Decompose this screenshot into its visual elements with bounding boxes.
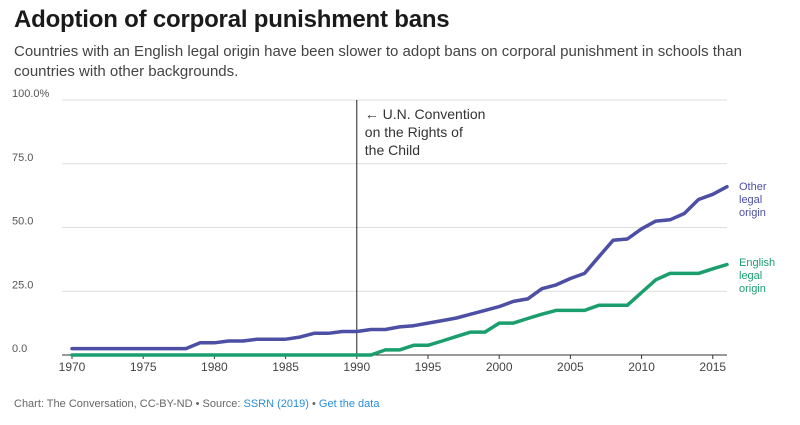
- series-label: legal: [739, 194, 762, 206]
- x-tick-label: 2010: [628, 360, 655, 374]
- source-link[interactable]: SSRN (2019): [243, 398, 309, 410]
- series-label: English: [739, 257, 775, 269]
- chart-subtitle: Countries with an English legal origin h…: [14, 43, 742, 80]
- footer-separator: •: [195, 398, 200, 410]
- footer-separator: •: [311, 398, 316, 410]
- x-tick-label: 1975: [130, 360, 157, 374]
- annotation-text: ← U.N. Convention: [365, 106, 486, 122]
- credit-text: Chart: The Conversation, CC-BY-ND: [14, 398, 193, 410]
- series-label: legal: [739, 270, 762, 282]
- series-label: origin: [739, 283, 766, 295]
- series-label: Other: [739, 181, 767, 193]
- chart-title: Adoption of corporal punishment bans: [14, 6, 450, 33]
- x-tick-label: 2005: [557, 360, 584, 374]
- series-label: origin: [739, 207, 766, 219]
- series-line-english: [70, 262, 729, 357]
- x-tick-label: 1990: [343, 360, 370, 374]
- chart-footer: Chart: The Conversation, CC-BY-ND • Sour…: [14, 398, 379, 410]
- y-tick-label: 25.0: [12, 279, 33, 291]
- y-tick-labels: 0.0 25.0 50.0 75.0 100.0%: [12, 88, 50, 355]
- x-tick-label: 1970: [59, 360, 86, 374]
- x-tick-label: 2000: [486, 360, 513, 374]
- annotation-text: on the Rights of: [365, 124, 463, 140]
- series-lines: [70, 184, 729, 357]
- annotation: ← U.N. Convention on the Rights of the Chi…: [356, 100, 486, 355]
- get-data-link[interactable]: Get the data: [318, 398, 380, 410]
- x-tick-label: 1980: [201, 360, 228, 374]
- x-tick-label: 2015: [699, 360, 726, 374]
- annotation-text: the Child: [365, 142, 420, 158]
- x-tick-label: 1995: [415, 360, 442, 374]
- y-tick-label: 75.0: [12, 152, 33, 164]
- series-line-other: [70, 184, 729, 351]
- y-tick-label: 50.0: [12, 216, 33, 228]
- y-tick-label: 0.0: [12, 343, 27, 355]
- x-tick-label: 1985: [272, 360, 299, 374]
- x-tick-labels: 1970 1975 1980 1985 1990 1995 2000 2005 2010 2015: [59, 355, 726, 374]
- source-label: Source:: [202, 398, 241, 410]
- y-tick-label: 100.0%: [12, 88, 50, 100]
